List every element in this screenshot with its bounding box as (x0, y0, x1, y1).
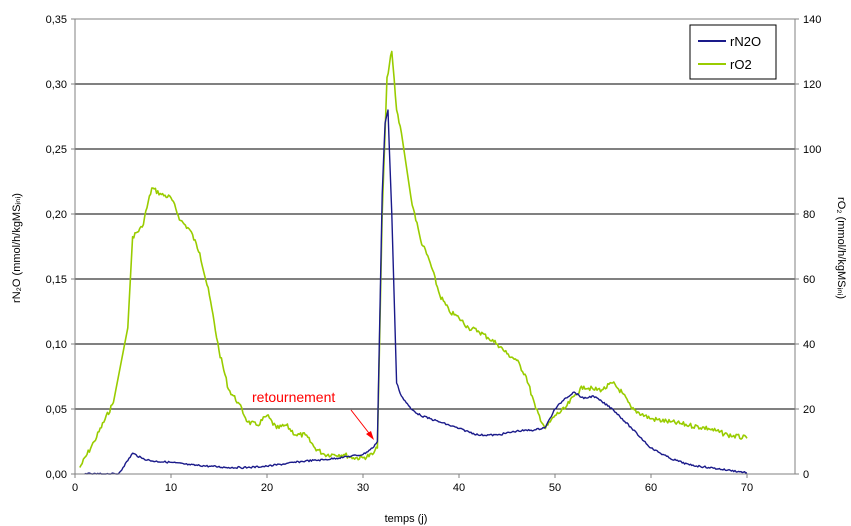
y-left-tick-label: 0,30 (46, 79, 67, 91)
annotation-label: retournement (252, 389, 335, 405)
y-right-tick-label: 0 (803, 469, 809, 481)
x-tick-label: 30 (357, 482, 369, 494)
y-right-tick-label: 40 (803, 339, 815, 351)
y-left-tick-label: 0,25 (46, 144, 67, 156)
series-line-rN2O (84, 109, 748, 475)
series-lines (79, 50, 748, 475)
x-tick-label: 10 (165, 482, 177, 494)
y-left-tick-labels: 0,00 0,05 0,10 0,15 0,20 0,25 0,30 0,35 (46, 14, 75, 481)
y-left-tick-label: 0,10 (46, 339, 67, 351)
annotation: retournement (252, 389, 374, 440)
y-right-tick-label: 140 (803, 14, 821, 26)
plot-area (75, 19, 795, 474)
y-left-tick-label: 0,20 (46, 209, 67, 221)
legend-box (689, 24, 777, 80)
legend-label-rN2O: rN2O (730, 34, 761, 49)
legend: rN2O rO2 (689, 24, 777, 80)
y-right-tick-label: 120 (803, 79, 821, 91)
x-axis-label: temps (j) (385, 513, 428, 525)
y-right-tick-label: 100 (803, 144, 821, 156)
y-left-tick-label: 0,15 (46, 274, 67, 286)
x-tick-label: 60 (645, 482, 657, 494)
y-left-axis-label: rN₂O (mmol/h/kgMSᵢₙᵢ) (11, 193, 23, 303)
y-right-tick-label: 20 (803, 404, 815, 416)
series-line-rO2 (79, 50, 748, 468)
annotation-arrowhead (366, 431, 374, 440)
y-left-tick-label: 0,00 (46, 469, 67, 481)
x-tick-label: 20 (261, 482, 273, 494)
y-right-tick-label: 80 (803, 209, 815, 221)
y-left-tick-label: 0,05 (46, 404, 67, 416)
y-right-tick-labels: 0 20 40 60 80 100 120 140 (795, 14, 821, 481)
y-left-tick-label: 0,35 (46, 14, 67, 26)
x-tick-label: 70 (741, 482, 753, 494)
x-tick-label: 40 (453, 482, 465, 494)
y-right-tick-label: 60 (803, 274, 815, 286)
x-tick-label: 0 (72, 482, 78, 494)
y-right-axis-label: rO₂ (mmol/h/kgMSᵢₙᵢ) (835, 197, 847, 299)
x-tick-labels: 0 10 20 30 40 50 60 70 (72, 474, 753, 494)
x-tick-label: 50 (549, 482, 561, 494)
plot-border (74, 18, 796, 475)
legend-label-rO2: rO2 (730, 57, 752, 72)
